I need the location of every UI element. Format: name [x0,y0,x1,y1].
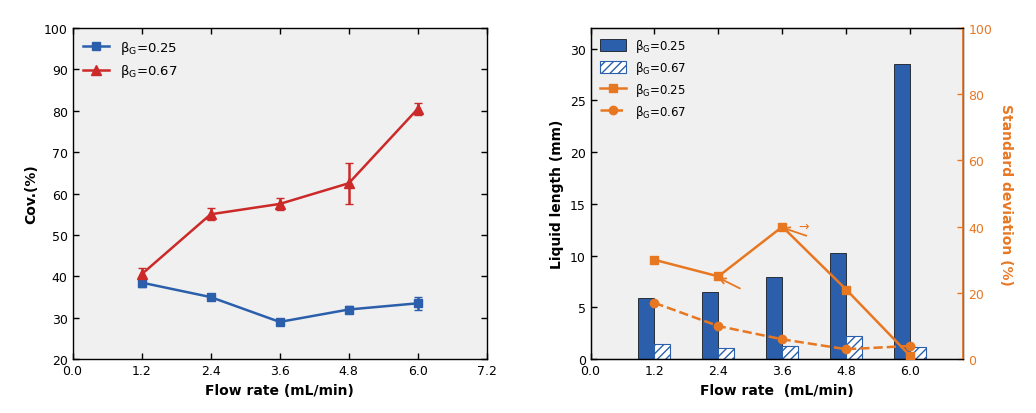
Bar [846,337,862,359]
Bar [830,253,846,359]
X-axis label: Flow rate  (mL/min): Flow rate (mL/min) [700,383,854,396]
Bar [911,347,926,359]
X-axis label: Flow rate (mL/min): Flow rate (mL/min) [205,383,354,396]
Legend: $\rm \beta_G$=0.25, $\rm \beta_G$=0.67: $\rm \beta_G$=0.25, $\rm \beta_G$=0.67 [79,36,181,84]
Text: →: → [799,220,809,233]
Bar [655,344,670,359]
Y-axis label: Standard deviation (%): Standard deviation (%) [999,103,1013,285]
Bar [782,346,799,359]
Bar [702,292,718,359]
Legend: $\rm \beta_G$=0.25, $\rm \beta_G$=0.67, $\rm \beta_G$=0.25, $\rm \beta_G$=0.67: $\rm \beta_G$=0.25, $\rm \beta_G$=0.67, … [597,35,690,124]
Bar [718,348,735,359]
Y-axis label: Cov.(%): Cov.(%) [24,164,38,224]
Bar [894,65,911,359]
Bar [767,278,782,359]
Y-axis label: Liquid length (mm): Liquid length (mm) [550,120,565,268]
Bar [638,298,655,359]
